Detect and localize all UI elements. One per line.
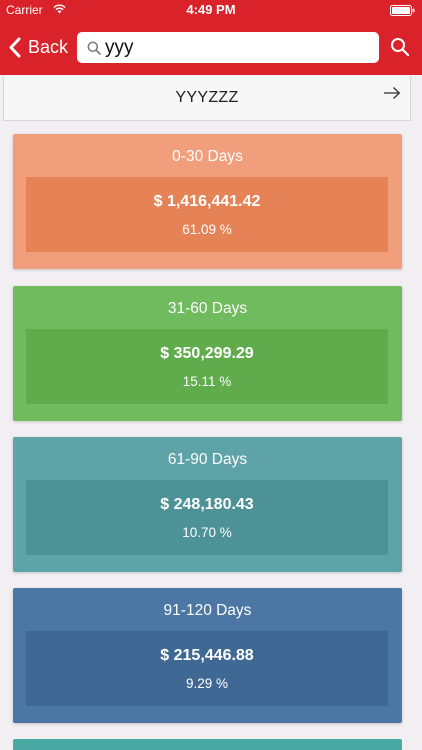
bucket-summary: $ 215,446.88 9.29 % xyxy=(26,631,388,706)
aging-bucket-31-60[interactable]: 31-60 Days $ 350,299.29 15.11 % xyxy=(13,286,402,421)
bucket-amount: $ 248,180.43 xyxy=(160,496,254,513)
bucket-summary: $ 350,299.29 15.11 % xyxy=(26,329,388,404)
bucket-percent: 10.70 % xyxy=(182,525,232,540)
bucket-label: 31-60 Days xyxy=(167,300,248,317)
bucket-percent: 61.09 % xyxy=(182,222,232,237)
search-icon[interactable] xyxy=(390,37,410,57)
bucket-summary: $ 248,180.43 10.70 % xyxy=(26,480,388,555)
aging-bucket-91-120[interactable]: 91-120 Days $ 215,446.88 9.29 % xyxy=(13,588,402,723)
bucket-summary: $ 1,416,441.42 61.09 % xyxy=(26,177,388,252)
carrier-label: Carrier xyxy=(6,3,43,17)
search-input[interactable] xyxy=(105,36,379,59)
bucket-percent: 9.29 % xyxy=(185,676,229,691)
bucket-label: 0-30 Days xyxy=(172,148,243,165)
customer-name: YYYZZZ xyxy=(175,89,239,106)
bucket-amount: $ 1,416,441.42 xyxy=(153,193,261,210)
aging-bucket-0-30[interactable]: 0-30 Days $ 1,416,441.42 61.09 % xyxy=(13,134,402,269)
bucket-amount: $ 215,446.88 xyxy=(160,647,254,664)
customer-selector[interactable]: YYYZZZ xyxy=(3,76,411,121)
bucket-percent: 15.11 % xyxy=(182,374,232,389)
battery-icon xyxy=(390,5,415,16)
nav-bar: Carrier 4:49 PM Back xyxy=(0,0,422,75)
back-button[interactable]: Back xyxy=(8,34,68,60)
clock: 4:49 PM xyxy=(186,2,236,17)
search-box[interactable] xyxy=(77,32,379,63)
arrow-right-icon xyxy=(384,87,401,99)
status-bar: Carrier 4:49 PM xyxy=(0,0,422,20)
next-bucket-peek[interactable] xyxy=(13,739,402,750)
bucket-label: 61-90 Days xyxy=(167,451,248,468)
back-label: Back xyxy=(28,36,69,57)
chevron-left-icon xyxy=(9,37,21,57)
search-icon xyxy=(87,41,101,55)
wifi-icon xyxy=(53,4,66,14)
bucket-label: 91-120 Days xyxy=(163,602,252,619)
aging-bucket-61-90[interactable]: 61-90 Days $ 248,180.43 10.70 % xyxy=(13,437,402,572)
bucket-amount: $ 350,299.29 xyxy=(160,345,254,362)
